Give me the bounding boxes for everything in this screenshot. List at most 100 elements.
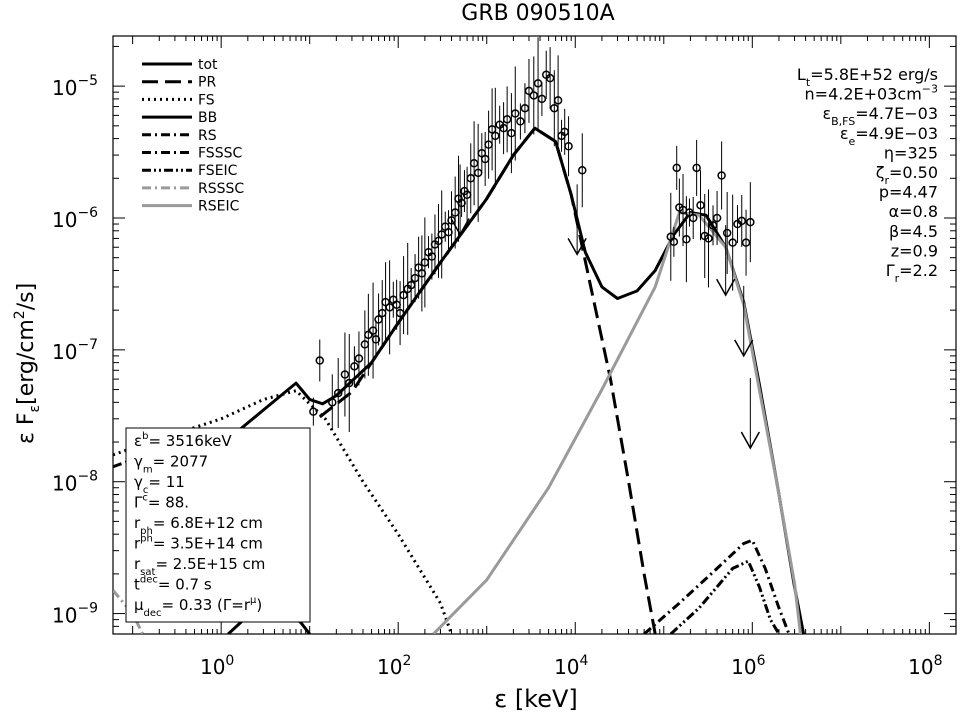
data-point xyxy=(578,166,587,175)
legend-label: FS xyxy=(198,92,215,108)
legend-label: PR xyxy=(198,75,216,91)
data-point xyxy=(491,131,500,141)
y-tick-label: 10−9 xyxy=(52,601,98,628)
data-point xyxy=(469,159,479,168)
parameter-label: εB,FS=4.7E−03 xyxy=(822,104,938,128)
box-parameter-label: rph= 3.5E+14 cm xyxy=(134,534,263,553)
legend-label: FSSSC xyxy=(198,146,242,162)
data-point xyxy=(672,163,681,173)
data-point xyxy=(381,297,390,307)
data-point xyxy=(553,96,563,105)
box-parameter-label: rsat= 2.5E+15 cm xyxy=(134,555,265,578)
x-axis-label: ε [keV] xyxy=(494,685,578,713)
x-axis-ticks: 100 102 104 106 108 xyxy=(132,36,957,679)
upper-limit-arrow xyxy=(740,431,760,450)
box-parameter-label: rph= 6.8E+12 cm xyxy=(134,514,263,537)
series-line-rsssc xyxy=(113,589,145,634)
observed-data xyxy=(309,37,760,450)
upper-limit-arrow xyxy=(716,278,736,297)
y-axis-title: ε Fε[erg/cm2/s] xyxy=(12,283,43,444)
data-point xyxy=(704,234,713,243)
data-point xyxy=(315,356,325,365)
parameter-label: z=0.9 xyxy=(891,241,938,260)
data-point xyxy=(417,269,427,278)
model-parameters: Lt=5.8E+52 erg/sn=4.2E+03cm−3εB,FS=4.7E−… xyxy=(797,65,938,285)
y-axis-label: ε Fε[erg/cm2/s] xyxy=(12,283,43,444)
box-parameter-label: γm= 2077 xyxy=(134,453,208,476)
x-tick-label: 100 xyxy=(200,653,234,679)
chart-title: GRB 090510A xyxy=(461,1,614,26)
parameter-label: η=325 xyxy=(884,143,938,162)
y-tick-label: 10−6 xyxy=(52,205,98,232)
parameter-label: n=4.2E+03cm−3 xyxy=(805,83,938,104)
series-line-rseic xyxy=(432,211,802,634)
legend-label: tot xyxy=(198,57,218,73)
data-point xyxy=(529,91,539,100)
legend-label: RS xyxy=(198,128,217,144)
series-line-tot xyxy=(230,126,806,634)
series-line-fseic xyxy=(669,559,781,634)
data-point xyxy=(696,200,705,210)
data-point xyxy=(712,213,722,223)
legend-label: RSEIC xyxy=(198,199,240,215)
data-point xyxy=(520,103,530,113)
parameter-label: ζr=0.50 xyxy=(876,163,938,187)
box-parameter-label: μdec= 0.33 (Γ=rμ) xyxy=(134,595,262,619)
data-point xyxy=(545,73,555,83)
parameter-label: Lt=5.8E+52 erg/s xyxy=(797,65,938,89)
data-point xyxy=(354,354,364,363)
upper-limit-arrow xyxy=(734,339,754,358)
series-line-pr xyxy=(318,126,657,634)
data-point xyxy=(692,163,701,173)
parameter-label: p=4.47 xyxy=(879,183,938,202)
data-point xyxy=(371,335,381,344)
y-tick-label: 10−5 xyxy=(52,73,98,100)
data-point xyxy=(564,142,573,151)
data-point xyxy=(399,290,408,300)
upper-limit-arrow xyxy=(567,237,587,256)
data-point xyxy=(333,388,343,398)
data-point xyxy=(722,228,732,238)
box-parameter-label: γc= 11 xyxy=(134,473,185,496)
x-tick-label: 104 xyxy=(554,653,588,679)
data-point xyxy=(708,221,718,230)
x-tick-label: 102 xyxy=(377,653,411,679)
plot-frame xyxy=(112,35,957,635)
data-point xyxy=(511,109,520,118)
data-point xyxy=(524,86,534,96)
parameter-label: εe=4.9E−03 xyxy=(840,124,938,148)
data-point xyxy=(345,378,354,388)
legend-label: RSSSC xyxy=(198,181,244,197)
data-point xyxy=(309,407,318,416)
data-point xyxy=(737,216,747,226)
parameter-label: Γr=2.2 xyxy=(886,261,938,285)
y-tick-label: 10−7 xyxy=(52,337,98,364)
data-point xyxy=(457,198,466,208)
data-point xyxy=(717,171,726,180)
upper-limit-arrow xyxy=(450,218,470,236)
data-point xyxy=(516,117,525,126)
parameter-label: β=4.5 xyxy=(889,222,938,241)
box-parameter-label: εb= 3516keV xyxy=(134,431,232,450)
legend-label: FSEIC xyxy=(198,163,238,179)
box-parameter-label: tdec= 0.7 s xyxy=(134,575,212,594)
data-point xyxy=(364,330,373,340)
y-axis-ticks: 10−9 10−8 10−7 10−6 10−5 xyxy=(52,45,956,635)
x-tick-label: 106 xyxy=(731,653,765,679)
data-point xyxy=(350,362,359,371)
y-tick-label: 10−8 xyxy=(52,469,98,496)
data-point xyxy=(368,326,378,335)
box-parameter-label: Γc= 88. xyxy=(134,493,189,512)
data-point xyxy=(340,370,350,379)
data-point xyxy=(669,237,679,247)
plot-border xyxy=(112,35,957,635)
data-point xyxy=(502,115,512,124)
data-point xyxy=(537,94,547,104)
legend-label: BB xyxy=(198,110,217,126)
data-point xyxy=(682,234,691,244)
data-point xyxy=(688,213,698,223)
data-point xyxy=(741,238,751,247)
